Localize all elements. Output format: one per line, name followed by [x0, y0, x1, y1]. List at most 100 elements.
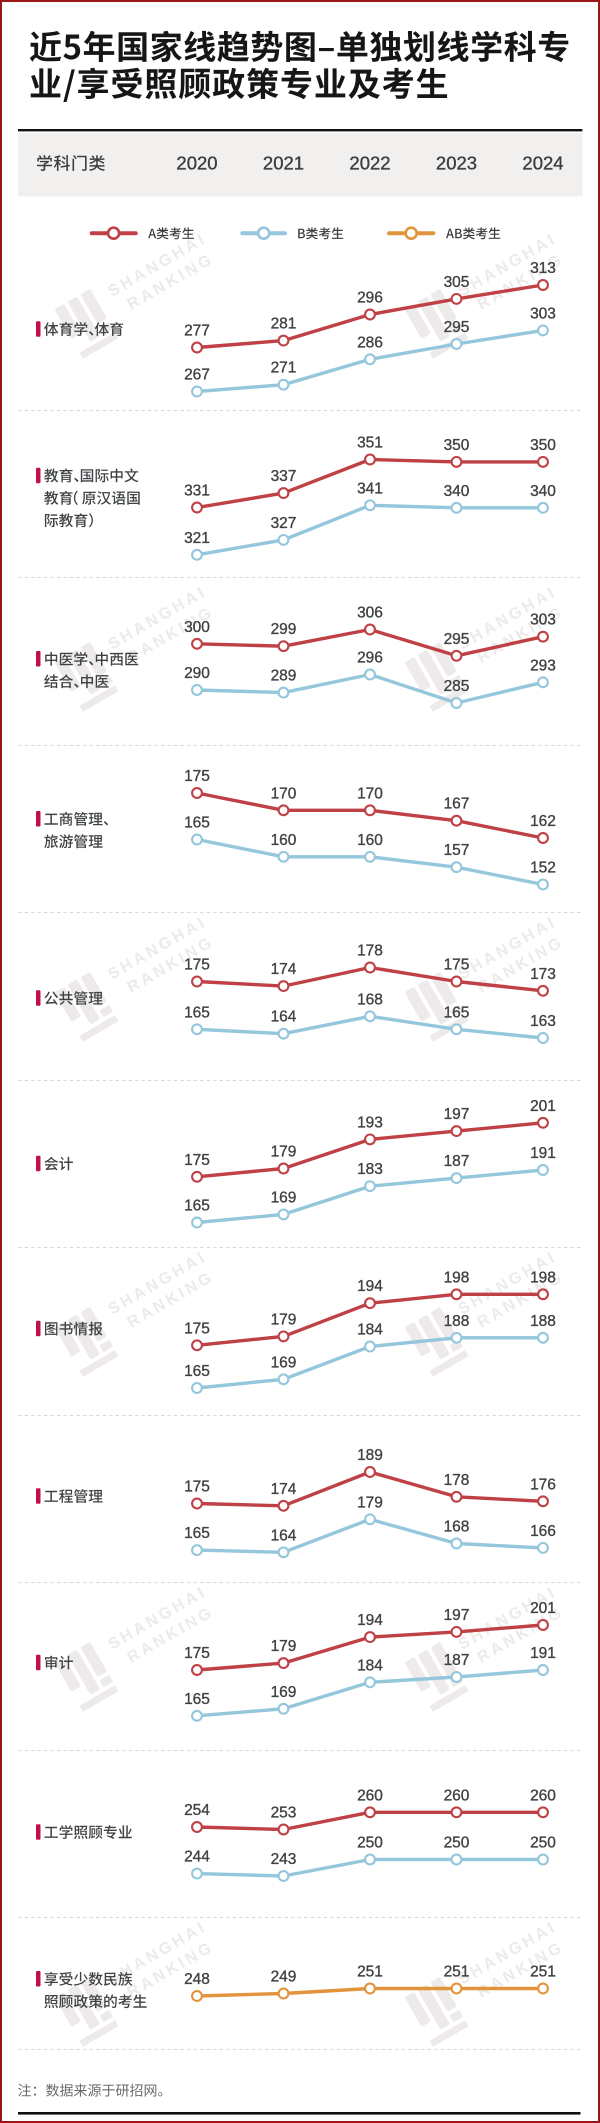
svg-text:163: 163 [530, 1013, 556, 1030]
svg-text:183: 183 [357, 1161, 383, 1178]
svg-text:277: 277 [184, 323, 210, 340]
svg-text:350: 350 [444, 437, 470, 454]
svg-text:289: 289 [271, 668, 297, 685]
svg-text:194: 194 [357, 1278, 383, 1295]
svg-text:337: 337 [271, 468, 297, 485]
svg-text:300: 300 [184, 619, 210, 636]
svg-text:201: 201 [530, 1600, 556, 1617]
svg-text:169: 169 [271, 1684, 297, 1701]
svg-text:165: 165 [184, 1198, 210, 1215]
svg-text:179: 179 [357, 1494, 383, 1511]
svg-text:299: 299 [271, 621, 297, 638]
svg-text:303: 303 [530, 305, 556, 322]
svg-text:198: 198 [444, 1269, 470, 1286]
svg-text:285: 285 [444, 678, 470, 695]
svg-text:271: 271 [271, 360, 297, 377]
svg-text:254: 254 [184, 1802, 210, 1819]
svg-text:290: 290 [184, 665, 210, 682]
svg-text:191: 191 [530, 1145, 556, 1162]
svg-text:167: 167 [444, 796, 470, 813]
svg-text:198: 198 [530, 1269, 556, 1286]
svg-text:179: 179 [271, 1311, 297, 1328]
svg-text:250: 250 [357, 1835, 383, 1852]
svg-text:188: 188 [444, 1313, 470, 1330]
svg-text:160: 160 [357, 832, 383, 849]
svg-text:351: 351 [357, 435, 383, 452]
svg-text:169: 169 [271, 1189, 297, 1206]
svg-text:293: 293 [530, 657, 556, 674]
svg-text:179: 179 [271, 1638, 297, 1655]
svg-text:174: 174 [271, 1481, 297, 1498]
svg-text:2021: 2021 [263, 153, 304, 174]
svg-text:175: 175 [184, 1479, 210, 1496]
svg-text:2023: 2023 [436, 153, 477, 174]
svg-text:162: 162 [530, 813, 556, 830]
svg-text:251: 251 [444, 1964, 470, 1981]
svg-text:260: 260 [357, 1787, 383, 1804]
svg-text:303: 303 [530, 612, 556, 629]
svg-text:296: 296 [357, 650, 383, 667]
svg-text:164: 164 [271, 1009, 297, 1026]
svg-text:187: 187 [444, 1153, 470, 1170]
svg-text:249: 249 [271, 1969, 297, 1986]
svg-text:193: 193 [357, 1114, 383, 1131]
svg-text:169: 169 [271, 1354, 297, 1371]
svg-text:296: 296 [357, 290, 383, 307]
svg-text:251: 251 [357, 1964, 383, 1981]
svg-text:295: 295 [444, 631, 470, 648]
svg-text:178: 178 [444, 1472, 470, 1489]
svg-text:152: 152 [530, 860, 556, 877]
svg-text:157: 157 [444, 842, 470, 859]
svg-text:350: 350 [530, 437, 556, 454]
svg-text:168: 168 [357, 991, 383, 1008]
svg-text:175: 175 [184, 1152, 210, 1169]
svg-text:160: 160 [271, 832, 297, 849]
svg-text:165: 165 [184, 1525, 210, 1542]
svg-text:170: 170 [357, 785, 383, 802]
svg-text:260: 260 [444, 1787, 470, 1804]
svg-text:248: 248 [184, 1971, 210, 1988]
svg-text:173: 173 [530, 966, 556, 983]
svg-text:341: 341 [357, 480, 383, 497]
svg-text:188: 188 [530, 1313, 556, 1330]
svg-text:340: 340 [530, 483, 556, 500]
svg-text:165: 165 [444, 1004, 470, 1021]
svg-text:164: 164 [271, 1527, 297, 1544]
svg-text:194: 194 [357, 1612, 383, 1629]
svg-text:168: 168 [444, 1519, 470, 1536]
svg-text:189: 189 [357, 1447, 383, 1464]
svg-text:286: 286 [357, 334, 383, 351]
svg-text:253: 253 [271, 1805, 297, 1822]
svg-text:340: 340 [444, 483, 470, 500]
svg-text:165: 165 [184, 815, 210, 832]
svg-text:281: 281 [271, 316, 297, 333]
svg-text:243: 243 [271, 1851, 297, 1868]
svg-text:331: 331 [184, 483, 210, 500]
svg-text:175: 175 [184, 1645, 210, 1662]
svg-text:175: 175 [184, 957, 210, 974]
svg-text:184: 184 [357, 1322, 383, 1339]
svg-text:197: 197 [444, 1106, 470, 1123]
svg-text:175: 175 [184, 768, 210, 785]
svg-text:305: 305 [444, 274, 470, 291]
svg-text:260: 260 [530, 1787, 556, 1804]
svg-text:2022: 2022 [349, 153, 390, 174]
svg-text:267: 267 [184, 367, 210, 384]
svg-text:184: 184 [357, 1657, 383, 1674]
svg-text:179: 179 [271, 1144, 297, 1161]
svg-text:251: 251 [530, 1964, 556, 1981]
svg-text:306: 306 [357, 605, 383, 622]
svg-text:187: 187 [444, 1652, 470, 1669]
svg-text:165: 165 [184, 1363, 210, 1380]
svg-text:2020: 2020 [176, 153, 217, 174]
svg-text:197: 197 [444, 1607, 470, 1624]
svg-text:295: 295 [444, 319, 470, 336]
svg-text:176: 176 [530, 1476, 556, 1493]
svg-text:313: 313 [530, 260, 556, 277]
svg-text:175: 175 [444, 957, 470, 974]
svg-text:191: 191 [530, 1645, 556, 1662]
svg-text:166: 166 [530, 1523, 556, 1540]
svg-text:170: 170 [271, 785, 297, 802]
svg-text:165: 165 [184, 1004, 210, 1021]
svg-text:250: 250 [530, 1835, 556, 1852]
